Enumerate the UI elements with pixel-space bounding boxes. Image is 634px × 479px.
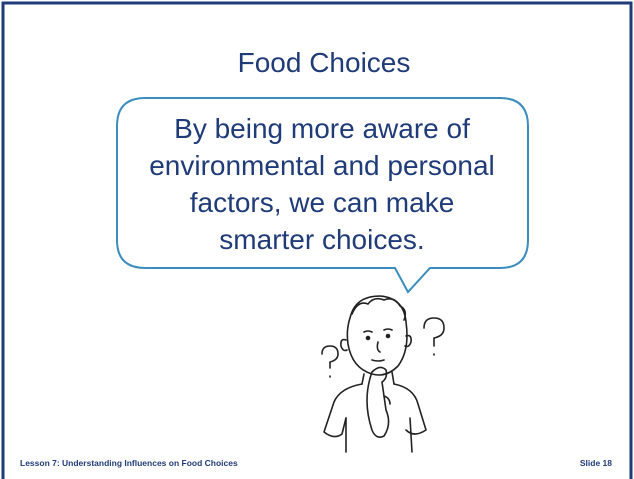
bubble-line: By being more aware of [174, 113, 470, 144]
bubble-line: smarter choices. [219, 224, 424, 255]
slide: Food Choices By being more aware of envir… [0, 0, 634, 479]
bubble-line: factors, we can make [190, 187, 455, 218]
footer-lesson: Lesson 7: Understanding Influences on Fo… [20, 458, 238, 468]
slide-title: Food Choices [238, 47, 411, 78]
footer-slide-number: Slide 18 [580, 458, 612, 468]
bubble-line: environmental and personal [149, 150, 495, 181]
